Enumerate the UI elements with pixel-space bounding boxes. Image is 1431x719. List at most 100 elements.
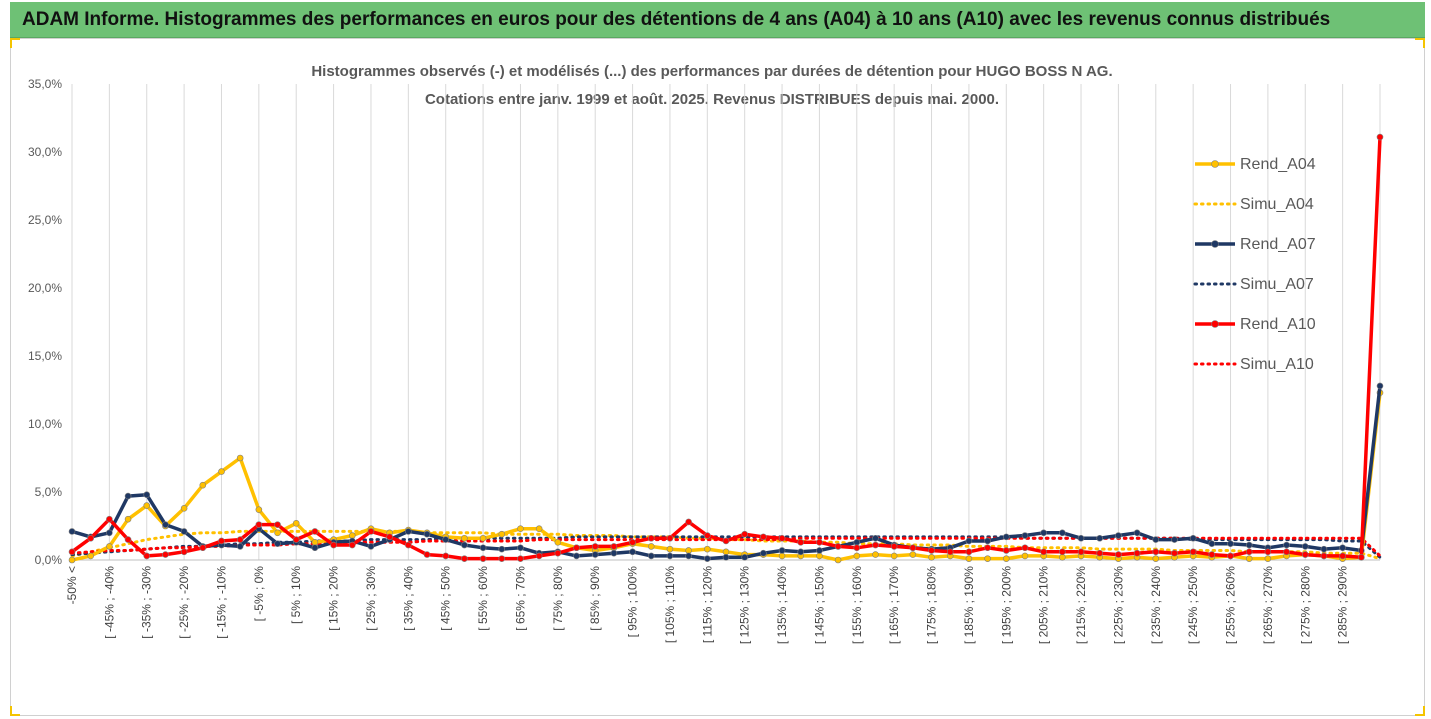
data-point [853, 539, 861, 546]
data-point [1059, 529, 1066, 537]
data-point [1171, 536, 1178, 543]
x-tick-label: [ 55% ; 60% [476, 566, 490, 631]
data-point [853, 552, 861, 560]
data-point [311, 544, 319, 552]
data-point [965, 548, 973, 556]
data-point [461, 555, 468, 562]
data-point [1189, 548, 1197, 556]
data-point [610, 543, 618, 550]
legend-label: Simu_A10 [1240, 356, 1314, 373]
data-point [1227, 540, 1234, 547]
data-point [442, 536, 450, 543]
data-point [498, 530, 506, 538]
data-point [1264, 548, 1272, 556]
data-point [1040, 529, 1047, 537]
data-point [872, 541, 879, 549]
data-point [1077, 548, 1085, 556]
x-tick-label: [ 145% ; 150% [812, 566, 826, 644]
legend-label: Rend_A10 [1240, 316, 1316, 333]
legend: Rend_A04 Simu_A04 Rend_A07 Simu_A07 Rend_A10… [1193, 156, 1316, 373]
data-point [1339, 544, 1346, 552]
data-point [816, 552, 823, 560]
data-point [143, 491, 151, 499]
data-point [1171, 549, 1178, 557]
x-tick-label: [ 155% ; 160% [850, 566, 864, 644]
data-point [1358, 553, 1365, 561]
data-point [1002, 555, 1010, 562]
data-point [1077, 534, 1085, 542]
y-tick-label: 15,0% [28, 349, 62, 363]
data-point [909, 544, 917, 552]
data-point [722, 537, 730, 545]
data-point [68, 556, 76, 564]
data-point [1115, 532, 1122, 539]
data-point [554, 539, 562, 546]
data-point [965, 537, 973, 545]
x-tick-label: [ 215% ; 220% [1074, 566, 1088, 644]
data-point [367, 528, 375, 535]
data-point [797, 539, 805, 546]
x-tick-label: [ 265% ; 270% [1261, 566, 1275, 644]
data-point [236, 454, 244, 462]
x-tick-label: [ -5% ; 0% [252, 566, 266, 622]
data-point [946, 548, 954, 556]
data-point [1059, 553, 1066, 561]
data-point [778, 552, 786, 560]
x-tick-label: [ 165% ; 170% [887, 566, 901, 644]
data-point [442, 552, 450, 560]
data-point [928, 553, 935, 561]
y-tick-label: 20,0% [28, 281, 62, 295]
series-line-rend-a07 [71, 385, 1382, 561]
data-point [722, 553, 730, 561]
data-point [554, 549, 562, 557]
data-point [461, 541, 468, 549]
data-point [255, 521, 263, 528]
y-tick-label: 10,0% [28, 417, 62, 431]
chart-frame [10, 38, 1425, 716]
x-tick-label: [ -35% ; -30% [140, 566, 154, 639]
data-point [909, 551, 917, 558]
x-tick-label: [ -25% ; -20% [177, 566, 191, 639]
data-point [1208, 551, 1216, 558]
data-point [143, 552, 151, 560]
data-point [1339, 552, 1346, 560]
data-point [1245, 555, 1253, 562]
y-tick-label: 0,0% [35, 553, 63, 567]
data-point [928, 547, 935, 554]
x-tick-label: -50% < [65, 566, 79, 604]
data-point [704, 545, 711, 553]
data-point [704, 555, 711, 562]
data-point [1133, 529, 1141, 537]
data-point [180, 548, 188, 556]
data-point [984, 544, 991, 552]
data-point [1115, 551, 1122, 558]
data-point [591, 543, 599, 550]
data-point [479, 555, 487, 562]
data-point [629, 539, 636, 546]
data-point [274, 540, 281, 547]
data-point [180, 528, 188, 535]
legend-label: Rend_A07 [1240, 236, 1316, 253]
data-point [1021, 532, 1029, 539]
data-point [292, 519, 300, 527]
data-point [965, 555, 973, 562]
data-point [292, 536, 300, 543]
x-tick-label: [ 105% ; 110% [663, 566, 677, 643]
data-point [685, 547, 692, 554]
data-point [106, 515, 113, 523]
data-point [1152, 555, 1160, 562]
data-point [143, 502, 151, 509]
data-point [834, 543, 842, 550]
data-point [704, 532, 711, 539]
data-point [1264, 555, 1272, 562]
data-point [1059, 548, 1066, 556]
data-point [647, 534, 655, 542]
data-point [1096, 534, 1104, 542]
data-point [255, 506, 263, 513]
data-point [405, 528, 412, 535]
data-point [1133, 549, 1141, 557]
data-point [1301, 551, 1309, 558]
data-point [479, 534, 487, 542]
data-point [68, 548, 76, 556]
data-point [68, 528, 76, 535]
